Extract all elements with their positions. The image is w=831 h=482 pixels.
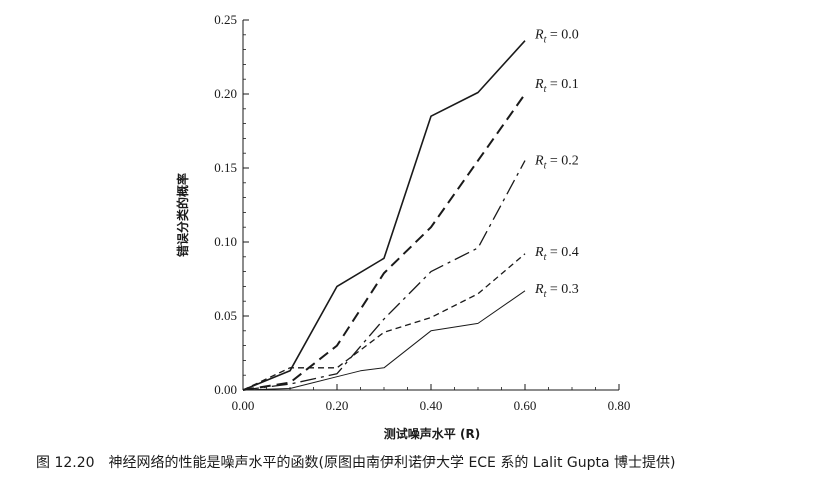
y-tick-label: 0.20	[214, 86, 237, 101]
series-group	[242, 40, 526, 391]
y-tick-label: 0.25	[214, 12, 237, 27]
x-tick-label: 0.80	[608, 398, 631, 413]
series-label: Rt = 0.2	[534, 154, 579, 172]
series-line	[242, 290, 526, 391]
x-axis-title: 测试噪声水平 (R)	[384, 426, 480, 441]
series-line	[242, 253, 526, 391]
y-tick-label: 0.05	[214, 308, 237, 323]
axes: 0.00 0.05 0.10 0.15 0.20 0.25 0.00 0.20 0.40 0.60…	[214, 12, 630, 413]
series-label: Rt = 0.1	[534, 77, 579, 95]
x-tick-label: 0.20	[326, 398, 349, 413]
series-label: Rt = 0.3	[534, 282, 579, 300]
x-tick-label: 0.60	[514, 398, 537, 413]
series-line	[242, 160, 526, 391]
series-line	[242, 93, 526, 391]
series-label: Rt = 0.0	[534, 28, 579, 46]
x-tick-label: 0.40	[420, 398, 443, 413]
y-tick-label: 0.00	[214, 382, 237, 397]
figure-caption: 图 12.20 神经网络的性能是噪声水平的函数(原图由南伊利诺伊大学 ECE 系…	[36, 455, 676, 471]
y-axis-title: 错误分类的概率	[175, 173, 190, 257]
y-tick-label: 0.15	[214, 160, 237, 175]
y-tick-label: 0.10	[214, 234, 237, 249]
line-chart: 0.00 0.05 0.10 0.15 0.20 0.25 0.00 0.20 0.40 0.60…	[175, 12, 630, 441]
series-line	[242, 40, 526, 391]
series-label: Rt = 0.4	[534, 245, 579, 263]
series-labels: Rt = 0.0 Rt = 0.1 Rt = 0.2 Rt = 0.4 Rt = 0.3	[534, 28, 579, 300]
x-tick-label: 0.00	[232, 398, 255, 413]
